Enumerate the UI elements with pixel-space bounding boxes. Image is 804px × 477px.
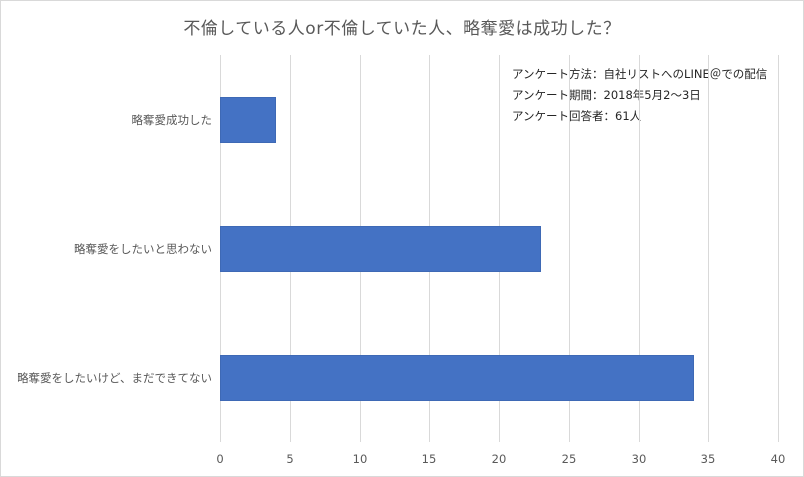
category-label: 略奪愛をしたいけど、まだできてない bbox=[17, 371, 212, 385]
x-tick-label: 0 bbox=[216, 452, 224, 466]
x-tick-label: 35 bbox=[700, 452, 716, 466]
x-tick-label: 5 bbox=[286, 452, 294, 466]
x-tick-label: 10 bbox=[352, 452, 368, 466]
category-label: 略奪愛をしたいと思わない bbox=[74, 242, 212, 256]
gridline bbox=[778, 55, 779, 442]
gridline bbox=[569, 55, 570, 442]
x-tick-label: 15 bbox=[421, 452, 437, 466]
survey-respondents-note: アンケート回答者：61人 bbox=[512, 109, 642, 123]
x-tick-label: 25 bbox=[561, 452, 577, 466]
bar bbox=[220, 97, 276, 143]
x-tick-label: 20 bbox=[491, 452, 507, 466]
chart-title: 不倫している人or不倫していた人、略奪愛は成功した？ bbox=[183, 19, 621, 39]
bar bbox=[220, 226, 541, 272]
x-tick-label: 40 bbox=[770, 452, 786, 466]
gridline bbox=[708, 55, 709, 442]
gridline bbox=[639, 55, 640, 442]
bar bbox=[220, 355, 694, 401]
category-label: 略奪愛成功した bbox=[131, 113, 213, 127]
x-tick-label: 30 bbox=[631, 452, 647, 466]
survey-period-note: アンケート期間：2018年5月2〜3日 bbox=[512, 88, 701, 102]
